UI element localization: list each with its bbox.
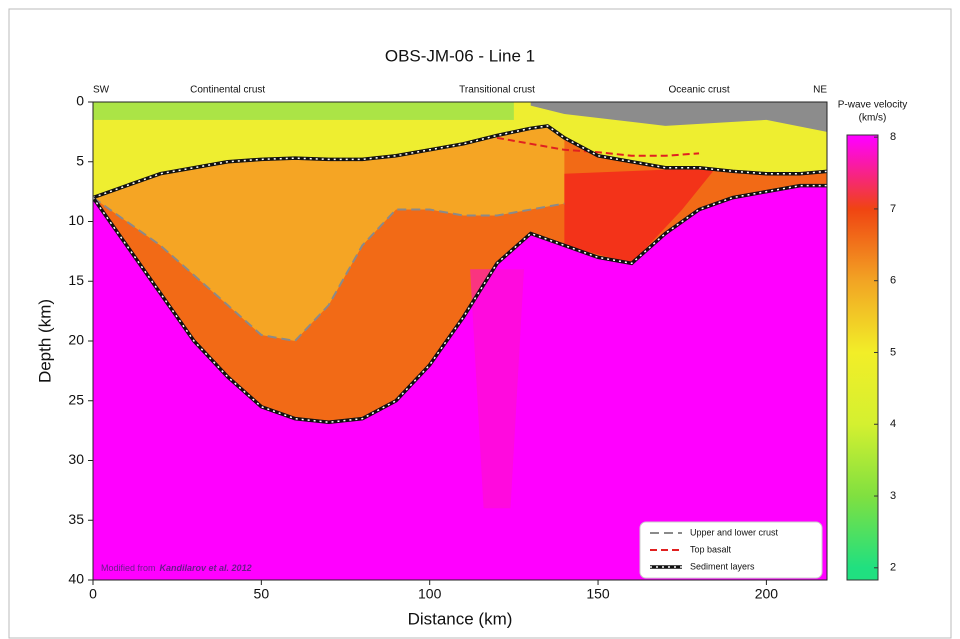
colorbar-tick-label: 2: [890, 562, 896, 574]
annotation-part: Modified from: [101, 563, 156, 573]
legend-label: Sediment layers: [690, 561, 755, 571]
colorbar-tick-label: 4: [890, 418, 896, 430]
colorbar-tick-label: 3: [890, 490, 896, 502]
colorbar-label: P-wave velocity: [838, 100, 907, 111]
colorbar-label: (km/s): [859, 113, 887, 124]
boundary-line: [93, 183, 827, 425]
annotation: Modified from Kandilarov et al. 2012: [101, 563, 252, 573]
y-tick-label: 25: [68, 391, 84, 407]
velocity-field: [93, 102, 827, 580]
y-tick-label: 40: [68, 571, 84, 587]
boundary-line: [496, 136, 700, 157]
y-tick-label: 30: [68, 451, 84, 467]
region-label: NE: [813, 85, 827, 96]
colorbar-tick-label: 8: [890, 131, 896, 143]
annotation-part: Kandilarov et al. 2012: [160, 563, 252, 573]
colorbar-tick-label: 5: [890, 346, 896, 358]
legend-label: Upper and lower crust: [690, 527, 779, 537]
region-label: Continental crust: [190, 85, 265, 96]
y-axis-label: Depth (km): [35, 299, 54, 383]
y-tick-label: 0: [76, 93, 84, 109]
x-tick-label: 200: [755, 586, 779, 602]
shallow-sediment: [93, 102, 514, 120]
y-tick-label: 5: [76, 152, 84, 168]
region-label: Oceanic crust: [668, 85, 729, 96]
velocity-zone: [470, 269, 524, 509]
y-tick-label: 15: [68, 272, 84, 288]
colorbar: [846, 134, 879, 581]
chart-title: OBS-JM-06 - Line 1: [385, 46, 535, 65]
region-label: Transitional crust: [459, 85, 535, 96]
legend-label: Top basalt: [690, 544, 732, 554]
legend-box: [639, 521, 823, 579]
x-tick-label: 150: [586, 586, 610, 602]
velocity-zone: [564, 167, 716, 264]
x-tick-label: 0: [89, 586, 97, 602]
x-axis-label: Distance (km): [408, 609, 513, 628]
y-tick-label: 10: [68, 212, 84, 228]
velocity-zone: [93, 102, 827, 198]
x-tick-label: 100: [418, 586, 442, 602]
y-tick-label: 35: [68, 511, 84, 527]
boundary-line: [93, 124, 827, 200]
water: [530, 102, 827, 132]
x-tick-label: 50: [254, 586, 270, 602]
boundary-line: [93, 196, 565, 343]
y-tick-label: 20: [68, 332, 84, 348]
colorbar-tick-label: 6: [890, 275, 896, 287]
colorbar-tick-label: 7: [890, 203, 896, 215]
region-label: SW: [93, 85, 110, 96]
